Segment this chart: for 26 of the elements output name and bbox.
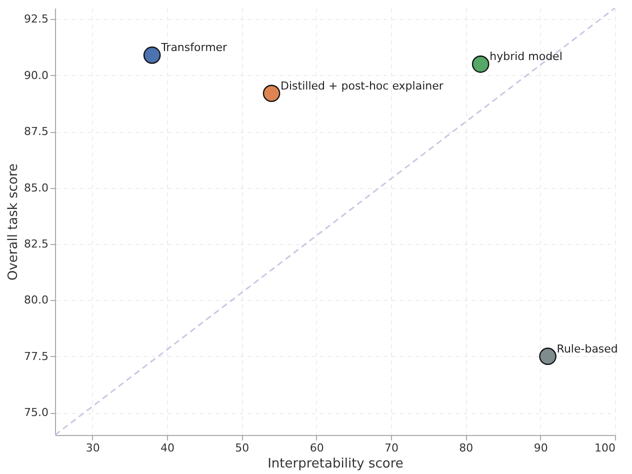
x-tick-label: 70: [384, 442, 398, 454]
point: [143, 46, 161, 64]
x-tick-label: 40: [160, 442, 174, 454]
x-axis-title: Interpretability score: [268, 456, 404, 472]
x-tick-label: 80: [459, 442, 474, 454]
y-tick-label: 90.0: [24, 68, 48, 82]
y-axis-title: Overall task score: [6, 163, 22, 281]
x-tick-label: 60: [310, 442, 324, 454]
series-label: Distilled + post-hoc explainer: [280, 79, 444, 92]
y-tick-label: 77.5: [24, 350, 48, 363]
point: [262, 84, 280, 102]
series-label: Transformer: [160, 41, 228, 54]
x-tick-label: 100: [594, 442, 616, 454]
series-label: Rule-based: [556, 342, 618, 356]
point: [472, 56, 490, 73]
y-tick-label: 75.0: [24, 406, 48, 420]
point: [539, 348, 556, 365]
x-tick-label: 90: [534, 442, 548, 454]
y-tick-label: 92.5: [24, 12, 48, 26]
y-tick-label: 82.5: [24, 237, 48, 250]
x-tick-label: 50: [235, 442, 250, 454]
y-tick-label: 87.5: [24, 125, 48, 138]
series-label: hybrid model: [490, 50, 562, 64]
y-tick-label: 80.0: [24, 294, 48, 307]
x-tick-label: 30: [86, 442, 100, 454]
y-tick-label: 85.0: [24, 181, 48, 194]
